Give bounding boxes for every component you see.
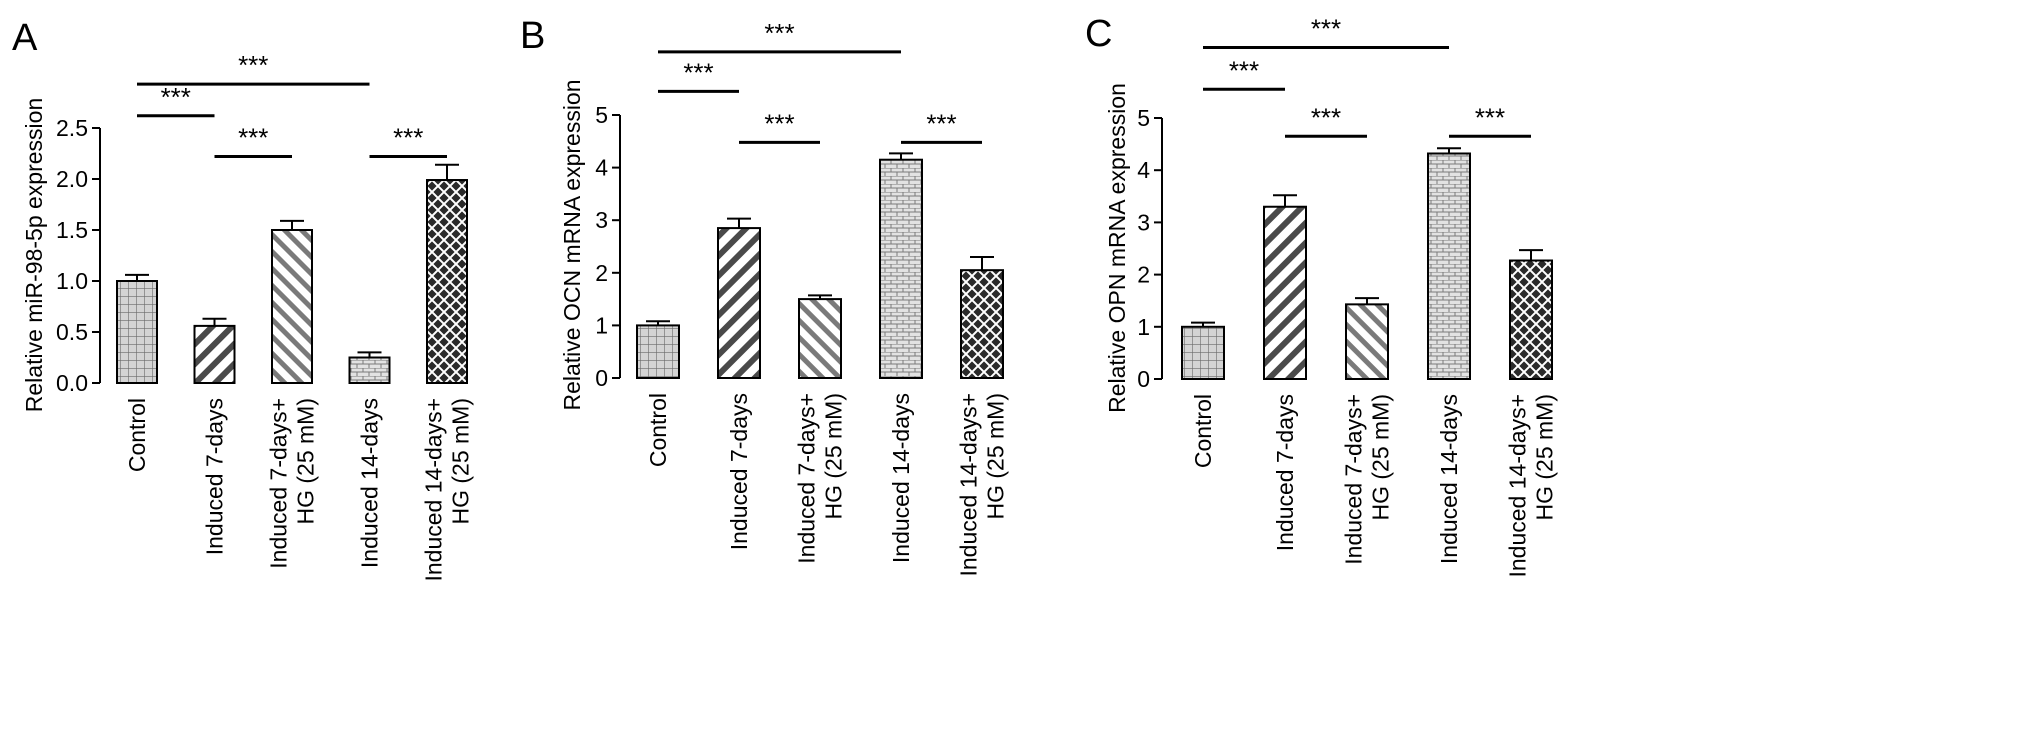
- y-tick-label: 2.5: [56, 115, 88, 141]
- category-label: Induced 7-days+: [794, 393, 820, 564]
- y-tick-label: 3: [1137, 209, 1150, 235]
- plot-a: 0.0 0.5 1.0 1.5 2.0 2.5 Control Induced 7-days I…: [56, 50, 473, 581]
- plot-c: 0 1 2 3 4 5 Control Induced 7-days Induced 7-day…: [1137, 14, 1557, 578]
- category-label: HG (25 mM): [293, 398, 319, 525]
- category-label: Induced 7-days: [1272, 394, 1298, 551]
- bar: [1427, 152, 1471, 380]
- significance-label: ***: [393, 123, 423, 153]
- y-tick-label: 4: [1137, 157, 1150, 183]
- y-tick-label: 0: [595, 365, 608, 391]
- category-label: Induced 7-days: [726, 393, 752, 550]
- y-axis-label-b: Relative OCN mRNA expression: [559, 79, 585, 410]
- panel-letter-a: A: [12, 17, 38, 59]
- bar: [348, 356, 391, 384]
- panel-a: A Relative miR-98-5p expression 0.0 0.5 1.…: [12, 17, 474, 582]
- significance-label: ***: [926, 108, 956, 138]
- y-tick-label: 1: [595, 312, 608, 338]
- bar: [1509, 259, 1553, 381]
- y-axis-label-a: Relative miR-98-5p expression: [21, 98, 47, 412]
- y-tick-label: 1: [1137, 314, 1150, 340]
- bar: [193, 324, 236, 385]
- category-label: Induced 7-days+: [1341, 394, 1367, 565]
- y-tick-label: 1.5: [56, 217, 88, 243]
- category-label: HG (25 mM): [1368, 394, 1394, 521]
- bar: [798, 298, 842, 380]
- y-axis-label-c: Relative OPN mRNA expression: [1104, 83, 1130, 413]
- significance-label: ***: [683, 57, 713, 87]
- significance-label: ***: [238, 50, 268, 80]
- bar: [636, 324, 680, 379]
- y-tick-label: 0.0: [56, 370, 88, 396]
- category-label: Induced 7-days+: [266, 398, 292, 569]
- bar: [271, 229, 313, 384]
- y-tick-label: 2.0: [56, 166, 88, 192]
- category-label: HG (25 mM): [983, 393, 1009, 520]
- significance-label: ***: [764, 108, 794, 138]
- y-tick-label: 2: [1137, 262, 1150, 288]
- y-tick-label: 0: [1137, 366, 1150, 392]
- bar: [1263, 205, 1307, 380]
- bar: [1181, 325, 1225, 380]
- category-label: Induced 7-days: [202, 398, 228, 555]
- significance-label: ***: [764, 18, 794, 48]
- y-tick-label: 1.0: [56, 268, 88, 294]
- panel-letter-c: C: [1085, 13, 1112, 55]
- category-label: Control: [124, 398, 150, 472]
- category-label: Induced 14-days: [357, 398, 383, 568]
- bar: [960, 269, 1004, 380]
- panel-c: C Relative OPN mRNA expression 0 1 2 3 4 5 Con…: [1085, 13, 1558, 578]
- y-tick-label: 0.5: [56, 319, 88, 345]
- category-label: HG (25 mM): [448, 398, 474, 525]
- significance-label: ***: [238, 123, 268, 153]
- bar: [116, 280, 158, 384]
- category-label: Control: [645, 393, 671, 467]
- y-tick-label: 5: [595, 102, 608, 128]
- category-label: HG (25 mM): [1532, 394, 1558, 521]
- category-label: HG (25 mM): [821, 393, 847, 520]
- significance-label: ***: [1229, 55, 1259, 85]
- plot-b: 0 1 2 3 4 5 Control Induced 7-days Induced 7-day…: [595, 18, 1008, 577]
- y-tick-label: 4: [595, 155, 608, 181]
- bar: [879, 158, 923, 379]
- y-tick-label: 5: [1137, 105, 1150, 131]
- significance-label: ***: [1475, 102, 1505, 132]
- bar: [717, 227, 761, 379]
- significance-label: ***: [161, 82, 191, 112]
- panel-letter-b: B: [520, 15, 545, 57]
- category-label: Induced 14-days+: [1505, 394, 1531, 578]
- y-tick-label: 3: [595, 207, 608, 233]
- category-label: Control: [1190, 394, 1216, 468]
- panel-b: B Relative OCN mRNA expression 0 1 2 3 4 5 Con…: [520, 15, 1009, 577]
- bar: [426, 179, 468, 384]
- y-tick-label: 2: [595, 260, 608, 286]
- bar: [1345, 303, 1389, 381]
- category-label: Induced 14-days+: [421, 398, 447, 582]
- category-label: Induced 14-days: [888, 393, 914, 563]
- significance-label: ***: [1311, 102, 1341, 132]
- significance-label: ***: [1311, 14, 1341, 44]
- category-label: Induced 14-days: [1436, 394, 1462, 564]
- category-label: Induced 14-days+: [956, 393, 982, 577]
